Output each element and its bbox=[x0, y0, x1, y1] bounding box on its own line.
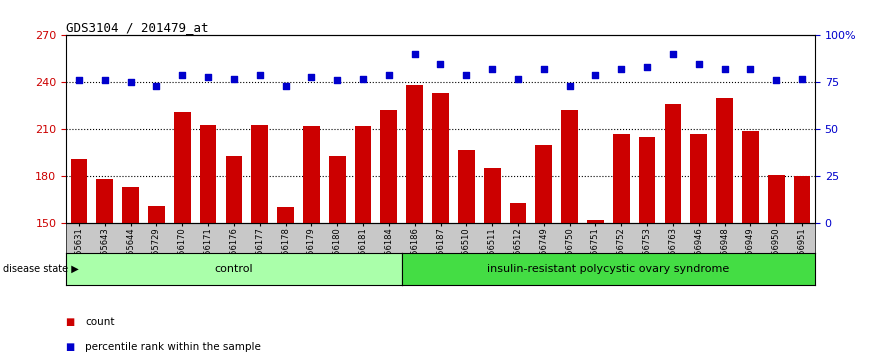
Bar bbox=[174, 112, 190, 223]
Bar bbox=[148, 206, 165, 223]
Bar bbox=[251, 125, 268, 223]
Point bbox=[459, 72, 473, 78]
Point bbox=[304, 74, 318, 80]
Bar bbox=[200, 125, 217, 223]
Bar bbox=[329, 156, 345, 223]
Point bbox=[640, 64, 654, 70]
Bar bbox=[122, 187, 139, 223]
Bar bbox=[587, 220, 603, 223]
Point bbox=[98, 78, 112, 83]
Bar bbox=[613, 134, 630, 223]
Point bbox=[253, 72, 267, 78]
Point bbox=[769, 78, 783, 83]
Bar bbox=[716, 98, 733, 223]
Bar bbox=[742, 131, 759, 223]
Point bbox=[692, 61, 706, 67]
Point bbox=[356, 76, 370, 81]
Point bbox=[744, 66, 758, 72]
Point bbox=[201, 74, 215, 80]
Text: percentile rank within the sample: percentile rank within the sample bbox=[85, 342, 262, 352]
Point bbox=[563, 83, 577, 89]
Point bbox=[795, 76, 809, 81]
Bar bbox=[561, 110, 578, 223]
Point bbox=[717, 66, 731, 72]
Text: GDS3104 / 201479_at: GDS3104 / 201479_at bbox=[66, 21, 209, 34]
Bar bbox=[484, 168, 500, 223]
Text: insulin-resistant polycystic ovary syndrome: insulin-resistant polycystic ovary syndr… bbox=[487, 264, 729, 274]
Bar bbox=[70, 159, 87, 223]
Bar bbox=[278, 207, 294, 223]
Point bbox=[537, 66, 551, 72]
Point bbox=[227, 76, 241, 81]
Point bbox=[175, 72, 189, 78]
Point bbox=[72, 78, 86, 83]
Point bbox=[433, 61, 448, 67]
Point bbox=[666, 51, 680, 57]
Text: ■: ■ bbox=[66, 342, 78, 352]
Text: disease state ▶: disease state ▶ bbox=[3, 264, 78, 274]
Bar bbox=[432, 93, 449, 223]
Text: ■: ■ bbox=[66, 317, 78, 327]
Bar bbox=[458, 149, 475, 223]
Bar bbox=[226, 156, 242, 223]
Point bbox=[511, 76, 525, 81]
Point bbox=[381, 72, 396, 78]
Bar bbox=[381, 110, 397, 223]
Point bbox=[408, 51, 422, 57]
Text: count: count bbox=[85, 317, 115, 327]
Point bbox=[485, 66, 500, 72]
Point bbox=[123, 79, 137, 85]
Text: control: control bbox=[215, 264, 253, 274]
Bar bbox=[406, 85, 423, 223]
Point bbox=[614, 66, 628, 72]
Point bbox=[278, 83, 292, 89]
Bar bbox=[639, 137, 655, 223]
Bar bbox=[768, 175, 785, 223]
Bar bbox=[303, 126, 320, 223]
Point bbox=[330, 78, 344, 83]
Point bbox=[589, 72, 603, 78]
Bar bbox=[96, 179, 113, 223]
Bar bbox=[536, 145, 552, 223]
Point bbox=[150, 83, 164, 89]
Bar bbox=[794, 176, 811, 223]
Bar bbox=[509, 203, 526, 223]
Bar bbox=[355, 126, 372, 223]
Bar bbox=[691, 134, 707, 223]
Bar bbox=[664, 104, 681, 223]
